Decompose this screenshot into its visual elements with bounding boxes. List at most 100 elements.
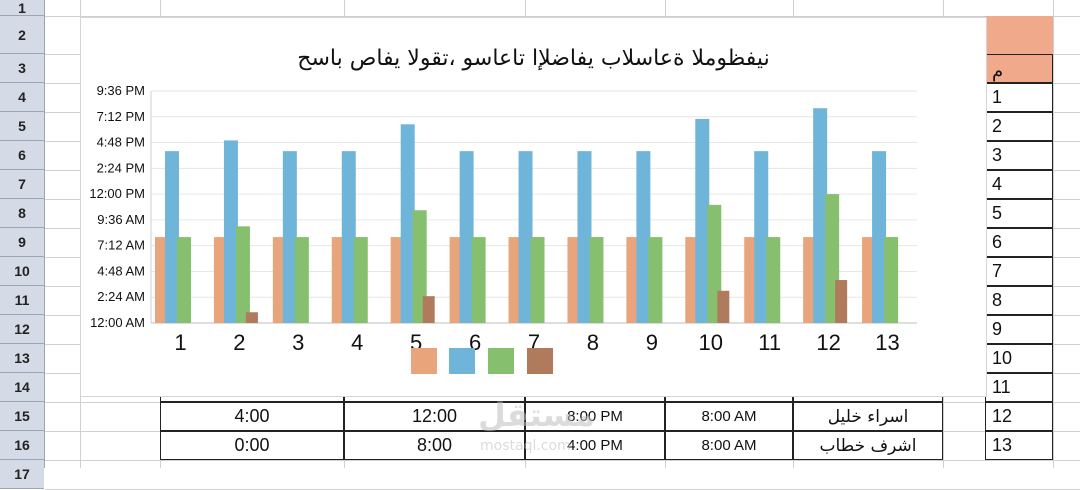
index-cell[interactable]: 2 [985,112,1053,141]
y-tick-label: 4:48 PM [97,135,145,150]
y-tick-label: 2:24 AM [97,289,145,304]
bar-series2-2 [223,140,238,323]
chart-object[interactable]: نيفظوملا ةعاسلاب يفاضلإا تاعاسو ،تقولا ي… [80,17,987,397]
x-tick-label: 3 [292,330,304,355]
bar-series3-3 [294,237,309,323]
bar-series4-5 [422,296,435,323]
index-cell[interactable]: 5 [985,199,1053,228]
grid-row-line [45,460,1080,461]
bar-series3-4 [353,237,368,323]
row-header-3[interactable]: 3 [0,54,44,83]
bar-series3-9 [648,237,663,323]
row-header-13[interactable]: 13 [0,344,44,373]
index-cell[interactable]: 9 [985,315,1053,344]
bar-series3-7 [530,237,545,323]
row-header-16[interactable]: 16 [0,431,44,460]
watermark-logo: مستقل [478,396,596,434]
bar-series3-8 [589,237,604,323]
index-cell[interactable]: 8 [985,286,1053,315]
index-cell[interactable]: 4 [985,170,1053,199]
y-tick-label: 4:48 AM [97,263,145,278]
x-tick-label: 2 [233,330,245,355]
x-tick-label: 13 [875,330,899,355]
table-cell-col_b[interactable]: 8:00 [344,431,525,460]
chart-title: نيفظوملا ةعاسلاب يفاضلإا تاعاسو ،تقولا ي… [297,46,770,71]
index-cell[interactable]: 10 [985,344,1053,373]
index-cell[interactable]: 11 [985,373,1053,402]
bar-series2-8 [577,151,592,323]
table-cell-col_c[interactable]: 4:00 PM [525,431,665,460]
y-tick-label: 7:12 PM [97,109,145,124]
x-tick-label: 8 [587,330,599,355]
bar-series2-10 [695,118,710,323]
bar-series2-13 [872,151,887,323]
watermark-url: mostaql.com [480,438,571,454]
table-cell-col_a[interactable]: 0:00 [160,431,344,460]
bar-series2-6 [459,151,474,323]
x-tick-label: 9 [646,330,658,355]
bar-series2-11 [754,151,769,323]
x-tick-label: 11 [758,330,781,355]
bar-series4-2 [245,312,258,323]
index-cell[interactable]: 1 [985,83,1053,112]
y-tick-label: 9:36 PM [97,83,145,98]
y-tick-label: 9:36 AM [97,212,145,227]
row-header-10[interactable]: 10 [0,257,44,286]
table-cell-col_d[interactable]: 8:00 AM [665,402,793,431]
table-cell-col_d[interactable]: 8:00 AM [665,431,793,460]
bar-series2-12 [813,108,828,324]
row-header-9[interactable]: 9 [0,228,44,257]
x-tick-label: 10 [699,330,723,355]
row-header-4[interactable]: 4 [0,83,44,112]
bar-series2-9 [636,151,651,323]
index-cell[interactable]: 13 [985,431,1053,460]
bar-series2-3 [282,151,297,323]
index-cell[interactable]: 3 [985,141,1053,170]
row-header-column: 1 2 3 4 5 6 7 8 9 10 11 12 13 14 15 16 17 [0,0,45,489]
y-tick-label: 12:00 PM [89,186,145,201]
bar-series2-7 [518,151,533,323]
bar-series2-5 [400,124,415,323]
row-header-15[interactable]: 15 [0,402,44,431]
bar-series3-6 [471,237,486,323]
x-tick-label: 12 [816,330,840,355]
row-header-17[interactable]: 17 [0,460,44,489]
row-header-8[interactable]: 8 [0,199,44,228]
row-header-12[interactable]: 12 [0,315,44,344]
row-header-14[interactable]: 14 [0,373,44,402]
bar-series2-4 [341,151,356,323]
row-header-11[interactable]: 11 [0,286,44,315]
header-fill-cell[interactable] [985,16,1053,54]
index-cell[interactable]: 7 [985,257,1053,286]
bar-series3-2 [235,226,250,323]
grid-row-line [45,16,1080,17]
table-cell-col_a[interactable]: 4:00 [160,402,344,431]
table-cell-name[interactable]: اشرف خطاب [793,431,943,460]
legend-swatch-2 [449,348,475,374]
bar-series2-1 [165,151,179,323]
table-cell-col_c[interactable]: 8:00 PM [525,402,665,431]
table-cell-name[interactable]: اسراء خليل [793,402,943,431]
bar-series4-10 [717,290,730,323]
x-tick-label: 4 [351,330,363,355]
row-header-2[interactable]: 2 [0,16,44,54]
index-cell[interactable]: 12 [985,402,1053,431]
grid-col-line [1053,0,1054,468]
legend-swatch-4 [527,348,553,374]
bar-series3-11 [766,237,781,323]
index-cell[interactable]: 6 [985,228,1053,257]
row-header-1[interactable]: 1 [0,0,44,16]
index-header-label: م [992,61,1004,81]
row-header-6[interactable]: 6 [0,141,44,170]
legend-swatch-1 [411,348,437,374]
row-header-5[interactable]: 5 [0,112,44,141]
x-tick-label: 1 [174,330,186,355]
y-tick-label: 12:00 AM [90,315,145,330]
bar-series4-12 [835,280,848,323]
bar-series3-13 [884,237,899,323]
table-cell-col_b[interactable]: 12:00 [344,402,525,431]
bar-series3-1 [177,237,191,323]
y-tick-label: 2:24 PM [97,160,145,175]
row-header-7[interactable]: 7 [0,170,44,199]
index-header-cell[interactable]: م [985,54,1053,83]
